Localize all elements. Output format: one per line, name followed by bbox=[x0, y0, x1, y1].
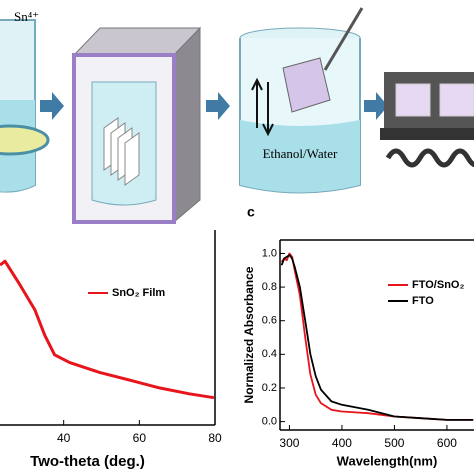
x-tick-label: 600 bbox=[437, 436, 457, 450]
solution bbox=[240, 120, 360, 193]
y-tick-label: 1.0 bbox=[262, 247, 277, 259]
substrate bbox=[282, 57, 331, 113]
data-line bbox=[0, 259, 215, 400]
tweezer bbox=[323, 7, 364, 71]
down-arrow bbox=[262, 82, 274, 137]
y-tick-label: 0.8 bbox=[262, 281, 277, 293]
y-tick-label: 0.2 bbox=[262, 382, 277, 394]
x-tick-label: 60 bbox=[133, 431, 147, 445]
substrates bbox=[103, 117, 140, 186]
substrate bbox=[0, 124, 50, 156]
up-arrow bbox=[251, 77, 263, 128]
data-line bbox=[280, 254, 474, 421]
x-tick-label: 400 bbox=[332, 436, 352, 450]
arrow bbox=[364, 92, 388, 120]
ion-label: Sn⁴⁺ bbox=[14, 9, 39, 24]
x-tick-label: 80 bbox=[208, 431, 222, 445]
y-tick-label: 0.0 bbox=[262, 415, 277, 427]
diagram: Sn⁴⁺ Ethanol/Water bbox=[0, 7, 474, 224]
autoclave-side bbox=[173, 26, 201, 224]
y-axis-title: Normalized Absorbance bbox=[242, 266, 256, 403]
x-axis-title: Two-theta (deg.) bbox=[30, 453, 145, 470]
hotplate-base bbox=[380, 128, 474, 140]
solvent-label: Ethanol/Water bbox=[263, 146, 338, 161]
arrow bbox=[206, 92, 230, 120]
x-tick-label: 300 bbox=[279, 436, 299, 450]
y-tick-label: 0.4 bbox=[262, 348, 277, 360]
sample bbox=[395, 83, 431, 117]
legend-label: FTO/SnO₂ bbox=[412, 279, 464, 291]
y-tick-label: 0.6 bbox=[262, 315, 277, 327]
x-tick-label: 500 bbox=[384, 436, 404, 450]
legend-label: SnO₂ Film bbox=[112, 287, 165, 299]
panel-label: c bbox=[247, 204, 255, 220]
legend-label: FTO bbox=[412, 295, 434, 307]
heater-coil bbox=[385, 148, 474, 168]
sample bbox=[439, 83, 474, 117]
x-tick-label: 40 bbox=[57, 431, 71, 445]
arrow bbox=[40, 92, 64, 120]
x-axis-title: Wavelength(nm) bbox=[337, 453, 438, 468]
